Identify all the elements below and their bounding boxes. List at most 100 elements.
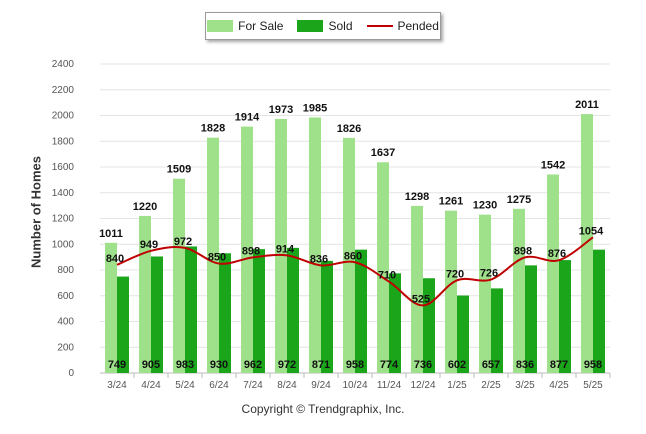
data-label-pended: 525: [412, 293, 430, 305]
data-label-pended: 914: [276, 243, 295, 255]
data-label-sold: 905: [142, 359, 160, 371]
data-label-pended: 1054: [579, 225, 604, 237]
x-tick-label: 11/24: [377, 380, 402, 391]
bar-for-sale: [309, 117, 321, 374]
bar-for-sale: [547, 174, 559, 373]
bar-for-sale: [139, 215, 151, 373]
x-tick-label: 2/25: [481, 380, 501, 391]
legend-label-sold: Sold: [328, 19, 353, 33]
data-label-for-sale: 1298: [405, 191, 429, 203]
legend-swatch-for-sale: [207, 20, 234, 32]
data-label-for-sale: 1826: [337, 123, 361, 135]
data-label-sold: 774: [380, 359, 399, 371]
x-tick-label: 12/24: [410, 380, 435, 391]
data-label-pended: 898: [242, 245, 260, 257]
bar-for-sale: [207, 137, 219, 373]
x-tick-label: 4/25: [549, 380, 569, 391]
bar-sold: [559, 260, 571, 373]
x-tick-label: 8/24: [277, 380, 297, 391]
bar-sold: [491, 288, 503, 373]
data-label-sold: 958: [346, 359, 364, 371]
bar-sold: [185, 246, 197, 373]
data-label-for-sale: 2011: [575, 99, 599, 111]
legend-label-for-sale: For Sale: [238, 19, 284, 33]
x-tick-label: 5/25: [583, 380, 603, 391]
data-label-pended: 972: [174, 236, 192, 248]
data-label-for-sale: 1220: [133, 201, 157, 213]
bar-sold: [287, 247, 299, 373]
data-label-for-sale: 1275: [507, 194, 531, 206]
data-label-sold: 958: [584, 359, 602, 371]
x-tick-label: 3/24: [107, 380, 127, 391]
data-label-for-sale: 1011: [99, 228, 123, 240]
data-label-for-sale: 1637: [371, 147, 395, 159]
data-label-sold: 983: [176, 359, 194, 371]
data-label-for-sale: 1261: [439, 196, 463, 208]
y-tick-label: 1800: [52, 136, 75, 147]
legend-item-sold[interactable]: Sold: [297, 19, 353, 33]
legend-item-for-sale[interactable]: For Sale: [207, 19, 283, 33]
bar-for-sale: [581, 114, 593, 374]
x-tick-label: 7/24: [243, 380, 263, 391]
data-label-sold: 877: [550, 359, 568, 371]
data-label-for-sale: 1914: [235, 112, 260, 124]
data-label-for-sale: 1509: [167, 164, 191, 176]
legend-swatch-pended: [366, 25, 393, 27]
y-tick-label: 600: [57, 291, 74, 302]
y-tick-label: 1200: [52, 214, 75, 225]
y-tick-label: 200: [57, 342, 74, 353]
x-tick-label: 1/25: [447, 380, 467, 391]
bar-sold: [117, 276, 129, 373]
bar-sold: [525, 265, 537, 373]
data-label-sold: 930: [210, 359, 228, 371]
y-tick-label: 2000: [52, 111, 75, 122]
bar-sold: [321, 260, 333, 373]
data-label-for-sale: 1828: [201, 123, 225, 135]
y-tick-label: 800: [57, 265, 74, 276]
y-tick-label: 1000: [52, 239, 75, 250]
data-label-pended: 720: [446, 268, 464, 280]
data-label-sold: 871: [312, 359, 330, 371]
x-tick-label: 4/24: [141, 380, 161, 391]
bar-sold: [593, 249, 605, 373]
data-label-pended: 726: [480, 268, 498, 280]
legend-swatch-sold: [297, 20, 324, 32]
bar-for-sale: [377, 162, 389, 373]
data-label-pended: 898: [514, 245, 532, 257]
bar-for-sale: [445, 210, 457, 373]
x-tick-label: 5/24: [175, 380, 195, 391]
bar-sold: [253, 249, 265, 373]
data-label-sold: 749: [108, 359, 126, 371]
y-tick-label: 400: [57, 317, 74, 328]
y-axis-title: Number of Homes: [28, 156, 44, 268]
y-tick-label: 0: [68, 368, 74, 379]
data-label-for-sale: 1985: [303, 102, 327, 114]
bar-for-sale: [513, 208, 525, 373]
data-label-for-sale: 1973: [269, 104, 293, 116]
y-tick-label: 1400: [52, 188, 75, 199]
data-label-pended: 840: [106, 253, 124, 265]
data-label-for-sale: 1230: [473, 200, 497, 212]
data-label-pended: 850: [208, 252, 226, 264]
y-tick-label: 2400: [52, 59, 75, 70]
y-tick-label: 2200: [52, 85, 75, 96]
y-tick-label: 1600: [52, 162, 75, 173]
bar-sold: [355, 249, 367, 373]
data-label-sold: 962: [244, 359, 262, 371]
bar-sold: [457, 295, 469, 373]
data-label-pended: 876: [548, 248, 566, 260]
bar-for-sale: [105, 242, 117, 373]
x-tick-label: 3/25: [515, 380, 535, 391]
x-tick-label: 6/24: [209, 380, 229, 391]
data-label-pended: 949: [140, 239, 158, 251]
x-tick-label: 10/24: [342, 380, 367, 391]
data-label-pended: 860: [344, 250, 362, 262]
legend-item-pended[interactable]: Pended: [366, 19, 439, 33]
data-label-pended: 710: [378, 270, 396, 282]
line-pended: [116, 236, 594, 307]
data-label-sold: 736: [414, 359, 432, 371]
bar-for-sale: [411, 205, 423, 373]
legend: For Sale Sold Pended: [205, 12, 441, 40]
bar-sold: [219, 253, 231, 373]
